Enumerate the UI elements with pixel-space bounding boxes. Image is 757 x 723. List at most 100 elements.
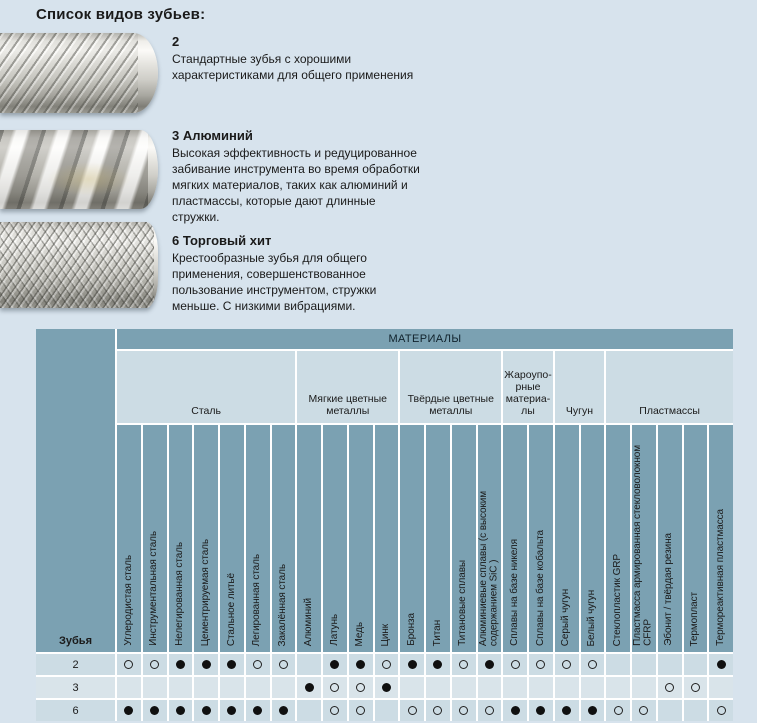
suitability-cell <box>220 700 244 721</box>
material-column-label: Алюминиевые сплавы (с высоким содержание… <box>477 490 500 646</box>
filled-dot-icon <box>330 660 340 669</box>
suitability-cell <box>194 654 218 675</box>
suitability-cell <box>168 654 193 675</box>
filled-dot-icon <box>510 706 520 715</box>
open-dot-icon <box>433 706 443 715</box>
open-dot-icon <box>330 683 340 692</box>
suitability-cell <box>323 700 347 721</box>
material-column-label: Цинк <box>380 623 392 646</box>
tooth-type-heading: 2 <box>172 34 180 49</box>
row-header: Зубья <box>36 329 115 652</box>
suitability-cell <box>529 654 553 675</box>
burr-photo-flutes <box>0 222 154 308</box>
suitability-cell <box>142 677 167 698</box>
material-column-header: Эбонит / твёрдая резина <box>657 425 682 652</box>
material-column-label: Термореактивная пластмасса <box>714 509 726 646</box>
material-column-header: Пластмасса армированная стекловолокном C… <box>632 425 656 652</box>
material-group-header: Чугун <box>554 351 605 423</box>
material-column-label: Углеродистая сталь <box>122 555 134 646</box>
open-dot-icon <box>587 660 597 669</box>
suitability-cell <box>709 677 733 698</box>
material-group-header: Сталь <box>117 351 296 423</box>
open-dot-icon <box>253 660 263 669</box>
open-dot-icon <box>356 683 366 692</box>
material-column-label: Стальное литьё <box>225 572 237 646</box>
filled-dot-icon <box>356 660 366 669</box>
material-column-header: Стеклопластик GRP <box>606 425 630 652</box>
filled-dot-icon <box>124 706 134 715</box>
suitability-cell <box>451 654 476 675</box>
material-column-label: Цементрируемая сталь <box>199 538 211 646</box>
open-dot-icon <box>690 683 700 692</box>
suitability-cell <box>632 677 656 698</box>
suitability-cell <box>271 700 296 721</box>
material-column-label: Латунь <box>328 614 340 646</box>
material-column-label: Нелегированная сталь <box>174 542 186 646</box>
filled-dot-icon <box>433 660 443 669</box>
materials-table: Зубья МАТЕРИАЛЫ Сталь Мягкие цветные мета… <box>36 329 733 721</box>
open-dot-icon <box>665 683 675 692</box>
material-column-header: Титан <box>426 425 450 652</box>
material-group-header: Мягкие цветные металлы <box>297 351 399 423</box>
suitability-cell <box>554 677 579 698</box>
suitability-cell <box>245 654 270 675</box>
suitability-cell <box>580 654 605 675</box>
suitability-cell <box>117 700 141 721</box>
material-column-header: Алюминий <box>297 425 321 652</box>
suitability-cell <box>554 654 579 675</box>
suitability-cell <box>348 654 373 675</box>
suitability-cell <box>297 654 321 675</box>
page-title: Список видов зубьев: <box>36 6 206 23</box>
material-column-label: Титановые сплавы <box>457 560 469 646</box>
material-group-header: Пластмассы <box>606 351 733 423</box>
filled-dot-icon <box>227 660 237 669</box>
suitability-cell <box>245 677 270 698</box>
suitability-cell <box>657 700 682 721</box>
open-dot-icon <box>150 660 160 669</box>
material-column-label: Стеклопластик GRP <box>611 553 623 646</box>
open-dot-icon <box>459 706 469 715</box>
suitability-cell <box>271 677 296 698</box>
cross-cut-burr-photo <box>0 222 158 308</box>
suitability-cell <box>271 654 296 675</box>
filled-dot-icon <box>716 660 726 669</box>
material-column-header: Белый чугун <box>580 425 605 652</box>
open-dot-icon <box>407 706 417 715</box>
material-column-header: Термопласт <box>683 425 708 652</box>
material-column-header: Титановые сплавы <box>451 425 476 652</box>
open-dot-icon <box>124 660 134 669</box>
material-column-label: Бронза <box>405 613 417 646</box>
suitability-cell <box>194 677 218 698</box>
tooth-row-label: 6 <box>36 700 115 721</box>
material-column-header: Углеродистая сталь <box>117 425 141 652</box>
tooth-type-description: Стандартные зубья с хорошими характерист… <box>172 52 414 82</box>
material-column-label: Эбонит / твёрдая резина <box>663 533 675 646</box>
material-column-header: Закалённая сталь <box>271 425 296 652</box>
tooth-type-item-3: 3 Алюминий Высокая эффективность и редуц… <box>172 128 424 225</box>
material-column-header: Сплавы на базе кобальта <box>529 425 553 652</box>
filled-dot-icon <box>253 706 263 715</box>
suitability-cell <box>142 654 167 675</box>
material-column-header: Сплавы на базе никеля <box>503 425 527 652</box>
suitability-cell <box>503 677 527 698</box>
suitability-cell <box>194 700 218 721</box>
filled-dot-icon <box>484 660 494 669</box>
materials-header: МАТЕРИАЛЫ <box>117 329 733 349</box>
suitability-cell <box>168 677 193 698</box>
suitability-cell <box>374 677 399 698</box>
suitability-cell <box>297 700 321 721</box>
suitability-cell <box>245 700 270 721</box>
tooth-type-description: Крестообразные зубья для общего применен… <box>172 251 377 313</box>
suitability-cell <box>503 700 527 721</box>
material-column-header: Медь <box>348 425 373 652</box>
filled-dot-icon <box>201 706 211 715</box>
open-dot-icon <box>330 706 340 715</box>
tooth-row-label: 2 <box>36 654 115 675</box>
material-column-header: Цинк <box>374 425 399 652</box>
suitability-cell <box>580 700 605 721</box>
material-column-header: Серый чугун <box>554 425 579 652</box>
suitability-cell <box>426 700 450 721</box>
open-dot-icon <box>459 660 469 669</box>
suitability-cell <box>709 700 733 721</box>
